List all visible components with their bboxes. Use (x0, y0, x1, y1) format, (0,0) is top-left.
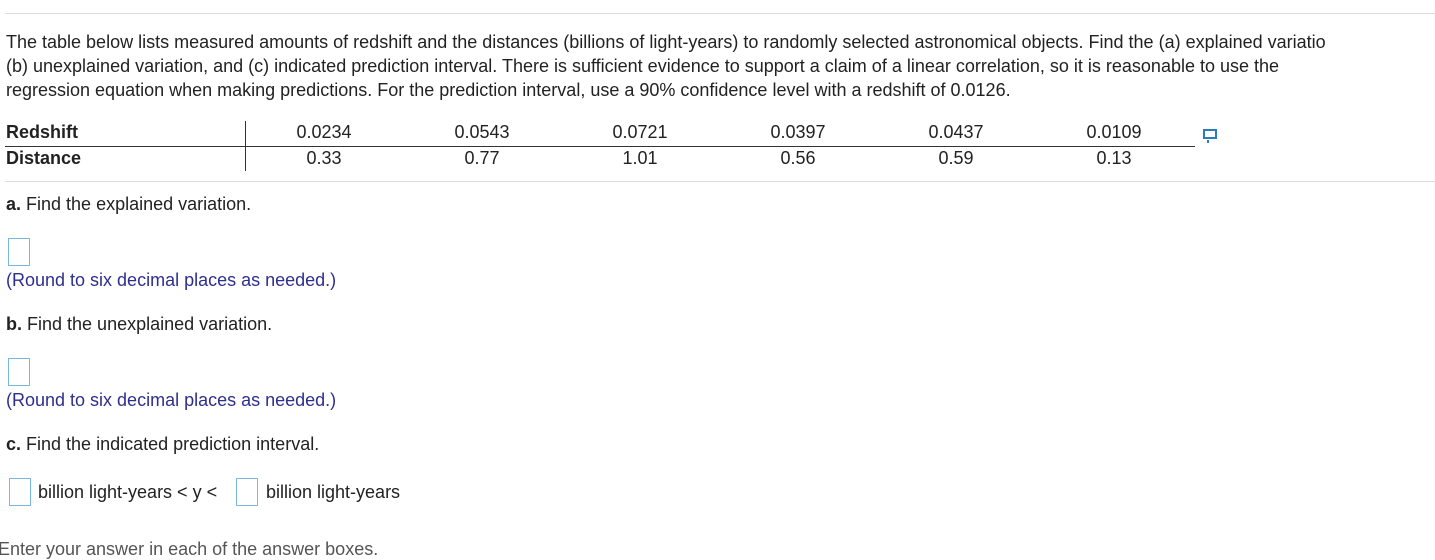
copy-icon[interactable] (1202, 128, 1220, 144)
table-rule (5, 146, 1195, 147)
part-letter: b. (6, 314, 22, 334)
table-cell: 0.0437 (928, 122, 984, 142)
row-label: Redshift (6, 122, 78, 142)
part-text: Find the indicated prediction interval. (26, 434, 320, 454)
hint: (Round to six decimal places as needed.) (6, 390, 337, 410)
table-cell: 0.0234 (296, 122, 352, 142)
answer-box[interactable] (8, 238, 30, 266)
table-divider (245, 121, 246, 171)
question-line: (b) unexplained variation, and (c) indic… (6, 56, 1280, 76)
table-cell: 0.0397 (770, 122, 826, 142)
table-cell: 0.56 (780, 148, 816, 168)
interval-text: billion light-years < y < (38, 482, 218, 502)
table-cell: 0.77 (464, 148, 500, 168)
row-label: Distance (6, 148, 82, 168)
part-text: Find the unexplained variation. (27, 314, 273, 334)
table-cell: 0.59 (938, 148, 974, 168)
part-c: c. Find the indicated prediction interva… (6, 433, 319, 455)
question-line: regression equation when making predicti… (6, 80, 1011, 100)
table-cell: 0.13 (1096, 148, 1132, 168)
table-cell: 0.0109 (1086, 122, 1142, 142)
part-a: a. Find the explained variation. (6, 193, 251, 215)
table-cell: 0.33 (306, 148, 342, 168)
answer-box[interactable] (236, 478, 258, 506)
table-cell: 0.0543 (454, 122, 510, 142)
part-b: b. Find the unexplained variation. (6, 313, 272, 335)
part-letter: a. (6, 194, 22, 214)
interval-text: billion light-years (266, 482, 401, 502)
top-rule (5, 13, 1435, 14)
table-cell: 1.01 (622, 148, 658, 168)
hint: (Round to six decimal places as needed.) (6, 270, 337, 290)
part-text: Find the explained variation. (26, 194, 252, 214)
answer-box[interactable] (8, 358, 30, 386)
section-rule (5, 181, 1435, 182)
question-line: The table below lists measured amounts o… (6, 32, 1326, 52)
footer-text: Enter your answer in each of the answer … (0, 539, 379, 559)
table-cell: 0.0721 (612, 122, 668, 142)
part-letter: c. (6, 434, 22, 454)
answer-box[interactable] (9, 478, 31, 506)
